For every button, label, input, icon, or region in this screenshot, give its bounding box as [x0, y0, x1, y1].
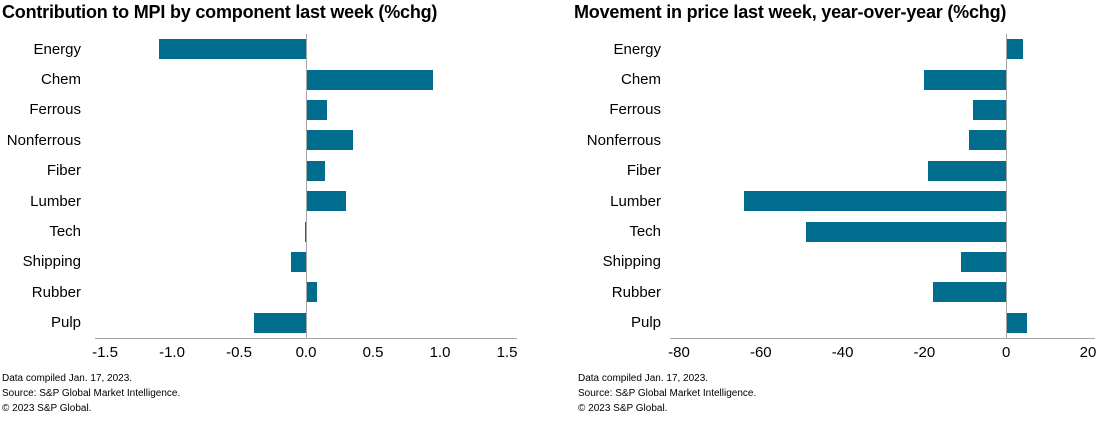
- bar: [306, 100, 328, 120]
- category-label: Tech: [629, 223, 661, 241]
- bar: [306, 282, 317, 303]
- contribution-chart: Contribution to MPI by component last we…: [0, 0, 557, 430]
- x-tick-label: -60: [749, 344, 772, 361]
- bar: [744, 191, 1007, 212]
- chart-title: Contribution to MPI by component last we…: [2, 2, 438, 22]
- plot-area: Energy Chem Ferrous Nonferrous Fiber Lumber Te…: [558, 34, 1115, 374]
- price-movement-chart: Movement in price last week, year-over-y…: [558, 0, 1115, 430]
- chart-title: Movement in price last week, year-over-y…: [574, 2, 1007, 22]
- x-axis-line: [670, 338, 1095, 339]
- bar: [961, 252, 1007, 272]
- footnote-line: Data compiled Jan. 17, 2023.: [2, 373, 133, 384]
- category-label: Fiber: [626, 162, 661, 180]
- bar: [969, 130, 1007, 151]
- bar: [932, 282, 1007, 303]
- x-tick-label: -1.5: [92, 344, 118, 361]
- footnote: Data compiled Jan. 17, 2023. Source: S&P…: [578, 371, 756, 416]
- bar: [1006, 39, 1023, 60]
- bar: [973, 100, 1007, 120]
- category-label: Ferrous: [29, 101, 81, 119]
- category-label: Rubber: [611, 283, 661, 301]
- bar: [158, 39, 306, 60]
- category-label: Nonferrous: [586, 131, 661, 149]
- footnote-line: © 2023 S&P Global.: [578, 403, 668, 414]
- bar: [291, 252, 306, 272]
- category-label: Chem: [620, 71, 661, 89]
- category-label: Rubber: [31, 283, 81, 301]
- x-tick-label: 1.0: [429, 344, 451, 361]
- category-label: Energy: [613, 40, 661, 58]
- category-label: Tech: [49, 223, 81, 241]
- bar: [805, 221, 1007, 242]
- zero-axis-line: [306, 34, 307, 338]
- x-tick-label: 1.5: [496, 344, 518, 361]
- footnote: Data compiled Jan. 17, 2023. Source: S&P…: [2, 371, 180, 416]
- bar: [924, 69, 1007, 90]
- x-tick-label: -1.0: [159, 344, 185, 361]
- x-tick-label: -80: [668, 344, 690, 361]
- footnote-line: Data compiled Jan. 17, 2023.: [578, 373, 709, 384]
- category-label: Nonferrous: [6, 131, 81, 149]
- x-tick-label: -40: [831, 344, 854, 361]
- footnote-line: Source: S&P Global Market Intelligence.: [578, 388, 757, 399]
- category-label: Lumber: [610, 192, 661, 210]
- category-label: Shipping: [602, 253, 661, 271]
- plot-area: Energy Chem Ferrous Nonferrous Fiber Lumber Te…: [0, 34, 557, 374]
- bar: [304, 221, 306, 242]
- category-label: Energy: [33, 40, 81, 58]
- category-label: Pulp: [50, 314, 81, 332]
- category-label: Lumber: [30, 192, 81, 210]
- x-tick-label: 0.0: [295, 344, 317, 361]
- bar: [306, 191, 347, 212]
- footnote-line: © 2023 S&P Global.: [2, 403, 92, 414]
- x-tick-label: 20: [1079, 344, 1097, 361]
- category-label: Ferrous: [609, 101, 661, 119]
- category-label: Chem: [40, 71, 81, 89]
- x-tick-label: 0.5: [362, 344, 384, 361]
- x-tick-label: 0: [1002, 344, 1011, 361]
- bar: [1006, 312, 1027, 333]
- x-tick-label: -0.5: [226, 344, 252, 361]
- zero-axis-line: [1006, 34, 1008, 338]
- category-label: Shipping: [22, 253, 81, 271]
- bar: [306, 160, 325, 181]
- bar: [306, 130, 353, 151]
- bar: [928, 160, 1007, 181]
- category-label: Pulp: [630, 314, 661, 332]
- bar: [253, 312, 306, 333]
- x-tick-label: -20: [913, 344, 936, 361]
- category-label: Fiber: [46, 162, 81, 180]
- bar: [306, 69, 434, 90]
- x-axis-line: [95, 338, 517, 339]
- footnote-line: Source: S&P Global Market Intelligence.: [2, 388, 181, 399]
